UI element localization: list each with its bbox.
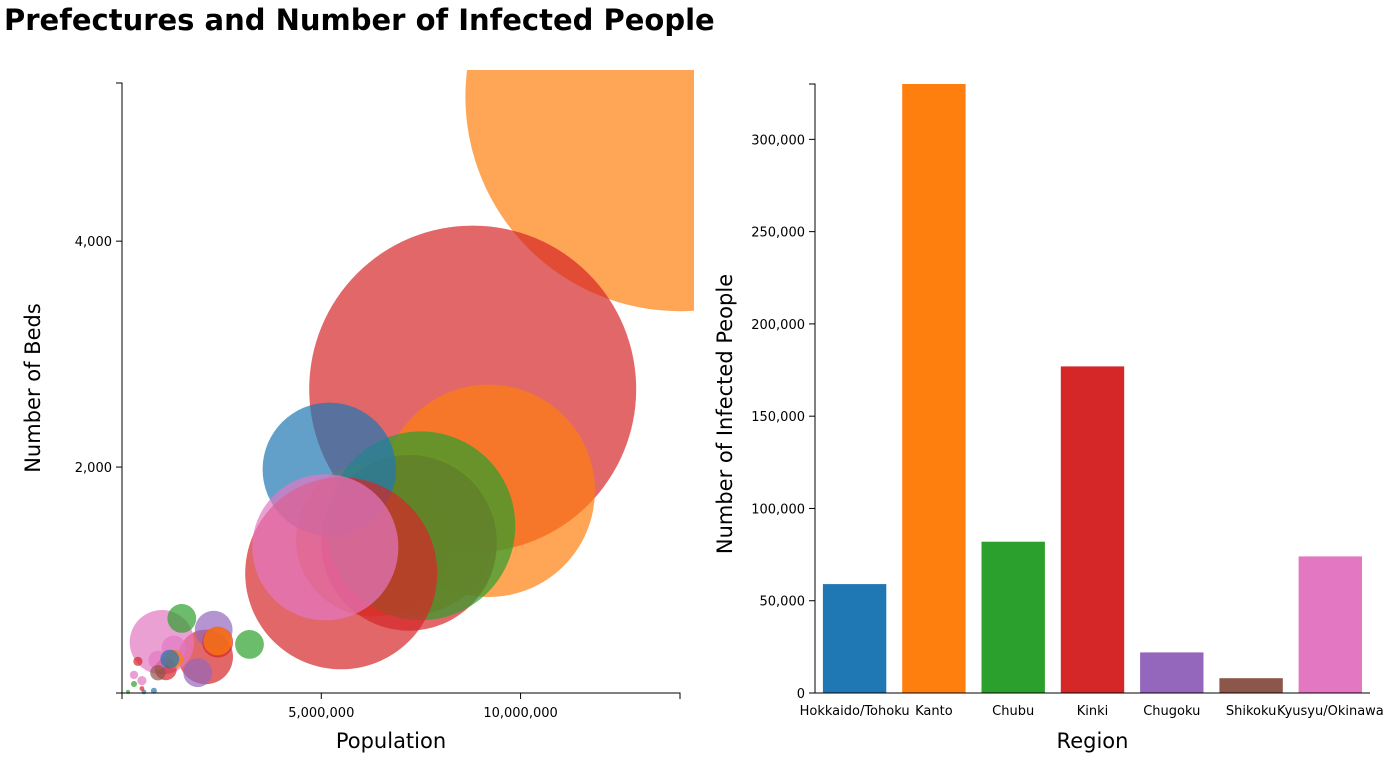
bars-group (822, 84, 1362, 693)
y-tick-label: 0 (797, 687, 805, 702)
x-tick-label: 5,000,000 (288, 706, 354, 721)
bubble-point (167, 604, 197, 633)
bubble-point (131, 681, 137, 687)
x-axis-title: Region (1057, 729, 1129, 753)
bubble-point (465, 70, 694, 312)
bubble-chart: 2,000 4,000 5,000,000 10,000,000 Population N… (21, 70, 694, 753)
bubble-point (150, 665, 166, 681)
x-tick-label: Kinki (1077, 704, 1109, 719)
x-tick-label: Shikoku (1226, 704, 1277, 719)
bar-chart: 0 50,000 100,000 150,000 200,000 250,000 300,0… (713, 83, 1384, 753)
y-tick-label: 100,000 (751, 502, 805, 517)
y-axis-title: Number of Beds (21, 303, 45, 473)
bubble-point (160, 649, 180, 669)
bubble-point (235, 630, 264, 659)
bubble-point (203, 626, 233, 656)
x-tick-label: Kyusyu/Okinawa (1277, 704, 1384, 719)
bubbles-group (125, 70, 694, 695)
x-axis-title: Population (336, 729, 446, 753)
x-tick-label: Kanto (915, 704, 953, 719)
bar (1219, 678, 1283, 693)
y-tick-label: 150,000 (751, 410, 805, 425)
bar (1298, 556, 1362, 693)
y-axis-line (116, 82, 123, 694)
page-title: Prefectures and Number of Infected Peopl… (4, 3, 715, 37)
bubble-point (137, 676, 147, 686)
bar (981, 541, 1045, 693)
y-tick-label: 50,000 (760, 595, 806, 610)
bubble-point (183, 658, 213, 688)
y-axis-line (809, 83, 816, 694)
bar (822, 584, 887, 693)
bubble-chart-axes: 2,000 4,000 5,000,000 10,000,000 Population N… (21, 82, 681, 753)
x-tick-label: 10,000,000 (483, 706, 557, 721)
bubble-point (139, 686, 145, 691)
bar (1060, 366, 1125, 693)
bar (902, 84, 966, 693)
y-tick-label: 4,000 (75, 235, 112, 250)
bubble-point (252, 474, 399, 621)
bubble-point (150, 687, 157, 694)
bar (1140, 652, 1204, 693)
y-tick-label: 2,000 (75, 461, 112, 476)
x-axis-line (121, 692, 681, 699)
x-tick-label: Hokkaido/Tohoku (800, 704, 910, 719)
y-tick-label: 250,000 (751, 226, 805, 241)
x-tick-label: Chugoku (1143, 704, 1200, 719)
y-tick-label: 300,000 (751, 133, 805, 148)
bar-chart-axes: 0 50,000 100,000 150,000 200,000 250,000 300,0… (713, 83, 1384, 753)
x-tick-label: Chubu (992, 704, 1034, 719)
bubble-point (133, 656, 143, 667)
bubble-point (129, 670, 139, 680)
y-tick-label: 200,000 (751, 318, 805, 333)
y-axis-title: Number of Infected People (713, 274, 737, 554)
